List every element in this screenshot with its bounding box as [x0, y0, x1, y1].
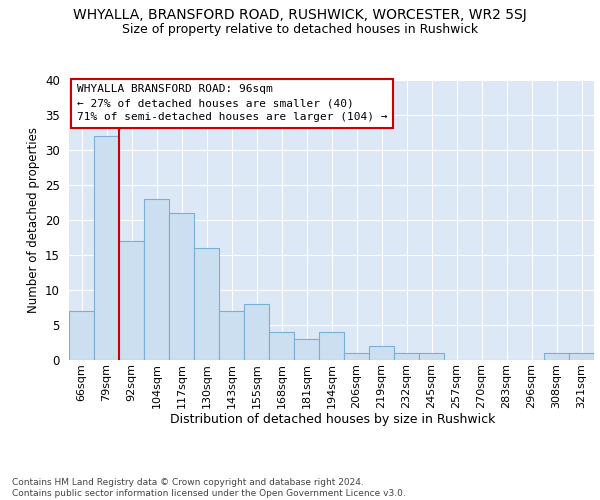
Bar [319, 332, 344, 360]
Bar [169, 213, 194, 360]
Text: Distribution of detached houses by size in Rushwick: Distribution of detached houses by size … [170, 412, 496, 426]
Bar [544, 353, 569, 360]
Bar [194, 248, 219, 360]
Bar [119, 241, 144, 360]
Text: Contains HM Land Registry data © Crown copyright and database right 2024.
Contai: Contains HM Land Registry data © Crown c… [12, 478, 406, 498]
Bar [569, 353, 594, 360]
Bar [244, 304, 269, 360]
Bar [69, 311, 94, 360]
Bar [144, 199, 169, 360]
Bar [369, 346, 394, 360]
Text: WHYALLA BRANSFORD ROAD: 96sqm
← 27% of detached houses are smaller (40)
71% of s: WHYALLA BRANSFORD ROAD: 96sqm ← 27% of d… [77, 84, 388, 122]
Bar [294, 339, 319, 360]
Y-axis label: Number of detached properties: Number of detached properties [26, 127, 40, 313]
Text: WHYALLA, BRANSFORD ROAD, RUSHWICK, WORCESTER, WR2 5SJ: WHYALLA, BRANSFORD ROAD, RUSHWICK, WORCE… [73, 8, 527, 22]
Bar [419, 353, 444, 360]
Text: Size of property relative to detached houses in Rushwick: Size of property relative to detached ho… [122, 22, 478, 36]
Bar [94, 136, 119, 360]
Bar [344, 353, 369, 360]
Bar [219, 311, 244, 360]
Bar [394, 353, 419, 360]
Bar [269, 332, 294, 360]
